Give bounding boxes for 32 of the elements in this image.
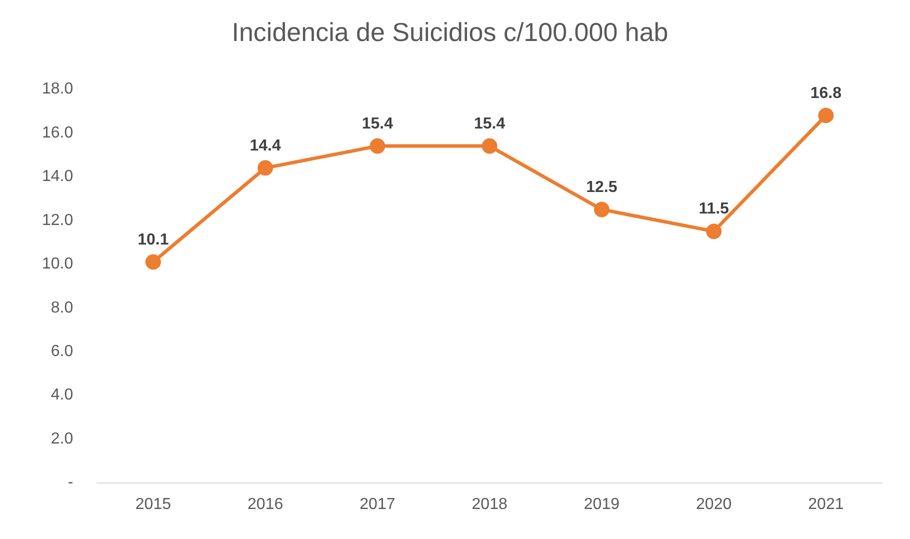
- x-tick-label: 2021: [808, 496, 844, 513]
- y-tick-label: 4.0: [50, 386, 74, 404]
- x-tick-label: 2018: [472, 496, 508, 513]
- data-label: 11.5: [698, 200, 730, 218]
- y-tick-label: 6.0: [50, 343, 74, 360]
- x-tick-label: 2019: [584, 496, 620, 513]
- chart-title: Incidencia de Suicidios c/100.000 hab: [232, 16, 668, 47]
- x-tick-label: 2020: [696, 496, 732, 513]
- y-tick-label: 10.0: [42, 256, 74, 273]
- y-tick-label: 2.0: [50, 430, 74, 448]
- y-tick-label: 8.0: [50, 299, 74, 316]
- data-label: 15.4: [362, 115, 394, 132]
- point: [594, 202, 610, 218]
- x-tick-label: 2016: [248, 496, 284, 513]
- point: [145, 254, 161, 270]
- y-tick-label: 14.0: [42, 168, 74, 186]
- x-tick-label: 2015: [135, 496, 172, 513]
- y-tick-label: 16.0: [42, 124, 74, 142]
- data-label: 10.1: [138, 231, 169, 248]
- point: [706, 224, 722, 240]
- x-tick-label: 2017: [360, 496, 396, 513]
- point: [482, 138, 498, 154]
- point: [818, 108, 834, 124]
- point: [370, 138, 386, 154]
- data-label: 14.4: [250, 137, 281, 154]
- data-label: 12.5: [586, 178, 618, 196]
- y-tick-label: 18.0: [42, 80, 74, 98]
- data-label: 15.4: [474, 115, 506, 132]
- y-tick-label: 12.0: [42, 212, 74, 229]
- y-tick-label: -: [68, 474, 74, 492]
- point: [258, 160, 274, 176]
- data-label: 16.8: [810, 84, 842, 102]
